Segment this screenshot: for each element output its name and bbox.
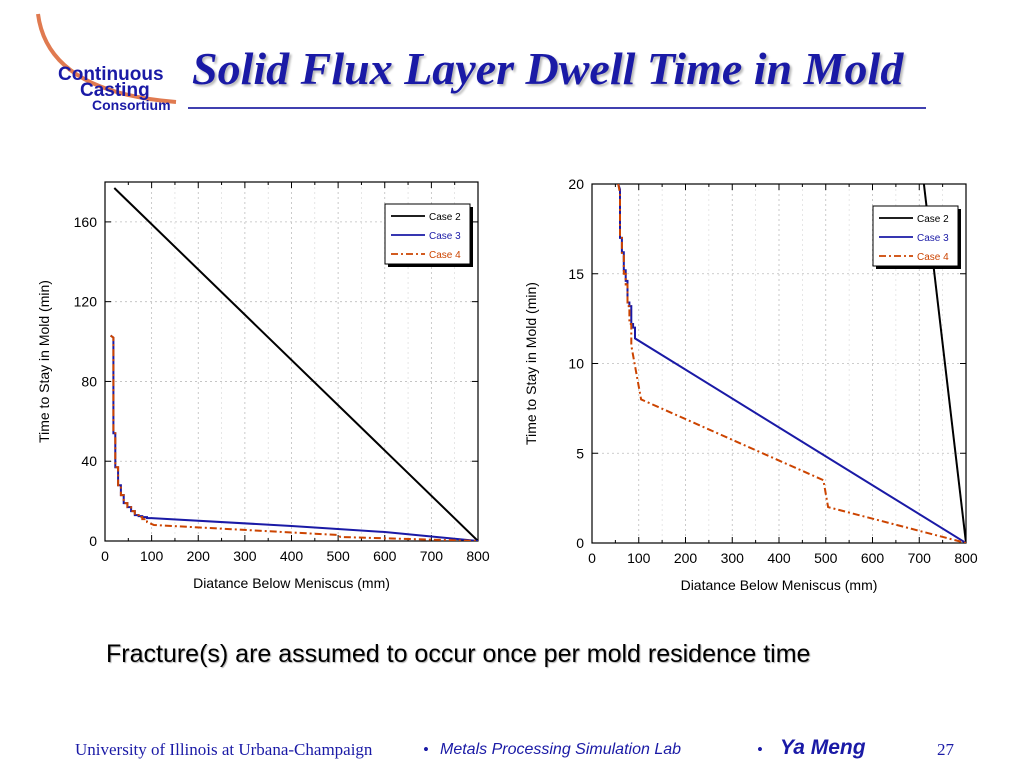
chart-2-x-tick-label: 400: [767, 550, 791, 566]
logo-text-continuous: Continuous: [58, 64, 164, 85]
chart-2-x-tick-label: 600: [861, 550, 885, 566]
chart-1-y-tick-label: 0: [89, 533, 97, 549]
footer-page-number: 27: [937, 740, 954, 759]
chart-1-legend-label: Case 4: [429, 250, 461, 261]
chart-2-legend-label: Case 3: [917, 233, 949, 244]
chart-1-y-tick-label: 120: [74, 294, 98, 310]
chart-2-legend-label: Case 4: [917, 252, 949, 263]
chart-1-y-tick-label: 160: [74, 214, 98, 230]
consortium-logo: Continuous Casting Consortium: [36, 13, 177, 113]
chart-1-x-tick-label: 500: [326, 548, 350, 564]
chart-2-y-tick-label: 5: [576, 445, 584, 461]
footer: University of Illinois at Urbana-Champai…: [75, 736, 975, 766]
chart-2-x-axis-label: Diatance Below Meniscus (mm): [681, 577, 878, 593]
chart-2-x-tick-label: 100: [627, 550, 651, 566]
chart-1-legend-label: Case 3: [429, 231, 461, 242]
footer-lab: Metals Processing Simulation Lab: [440, 741, 682, 758]
chart-1-x-tick-label: 700: [420, 548, 444, 564]
chart-1-x-tick-label: 800: [466, 548, 490, 564]
chart-2-legend-box: [872, 205, 959, 267]
logo-text-consortium: Consortium: [92, 97, 171, 113]
chart-1-x-axis-label: Diatance Below Meniscus (mm): [193, 575, 390, 591]
chart-left: 0 100 200 300 400 500 600 700 800 0 40 80 120 160 Diat…: [36, 181, 490, 591]
logo-arc: [36, 13, 177, 104]
slide-title: Solid Flux Layer Dwell Time in Mold: [192, 43, 904, 94]
chart-1-legend-label: Case 2: [429, 212, 461, 223]
footer-university: University of Illinois at Urbana-Champai…: [75, 740, 373, 759]
chart-1-y-tick-label: 80: [81, 373, 97, 389]
chart-2-legend-label: Case 2: [917, 214, 949, 225]
chart-1-x-tick-label: 300: [233, 548, 257, 564]
logo-text-casting: Casting: [80, 80, 150, 101]
chart-2-y-tick-label: 0: [576, 535, 584, 551]
chart-2-x-tick-label: 200: [674, 550, 698, 566]
chart-2-y-tick-label: 10: [568, 356, 584, 372]
chart-1-series-line-case-2: [113, 187, 478, 541]
chart-1-x-tick-label: 100: [140, 548, 164, 564]
chart-2-x-tick-label: 0: [588, 550, 596, 566]
chart-1-x-tick-label: 600: [373, 548, 397, 564]
title-underline: [188, 107, 926, 109]
chart-1-series-line-case-4: [110, 334, 478, 541]
chart-2-x-tick-label: 500: [814, 550, 838, 566]
footer-bullet-2: •: [757, 740, 763, 759]
chart-2-series-line-case-4: [617, 184, 966, 543]
footer-bullet: •: [423, 740, 429, 759]
slide-caption: Fracture(s) are assumed to occur once pe…: [106, 640, 811, 668]
chart-1-x-tick-label: 200: [187, 548, 211, 564]
chart-1-x-tick-label: 400: [280, 548, 304, 564]
chart-2-y-axis-label: Time to Stay in Mold (min): [523, 282, 539, 445]
chart-2-x-tick-label: 300: [721, 550, 745, 566]
chart-1-y-tick-label: 40: [81, 453, 97, 469]
chart-1-x-tick-label: 0: [101, 548, 109, 564]
chart-2-x-tick-label: 800: [954, 550, 978, 566]
chart-2-x-tick-label: 700: [908, 550, 932, 566]
chart-1-legend-box: [384, 203, 471, 265]
chart-right: 0 100 200 300 400 500 600 700 800 0 5 10 15 20 Diatanc…: [523, 176, 978, 593]
chart-1-y-axis-label: Time to Stay in Mold (min): [36, 280, 52, 443]
footer-author: Ya Meng: [780, 736, 866, 759]
chart-2-y-tick-label: 15: [568, 266, 584, 282]
chart-2-y-tick-label: 20: [568, 176, 584, 192]
